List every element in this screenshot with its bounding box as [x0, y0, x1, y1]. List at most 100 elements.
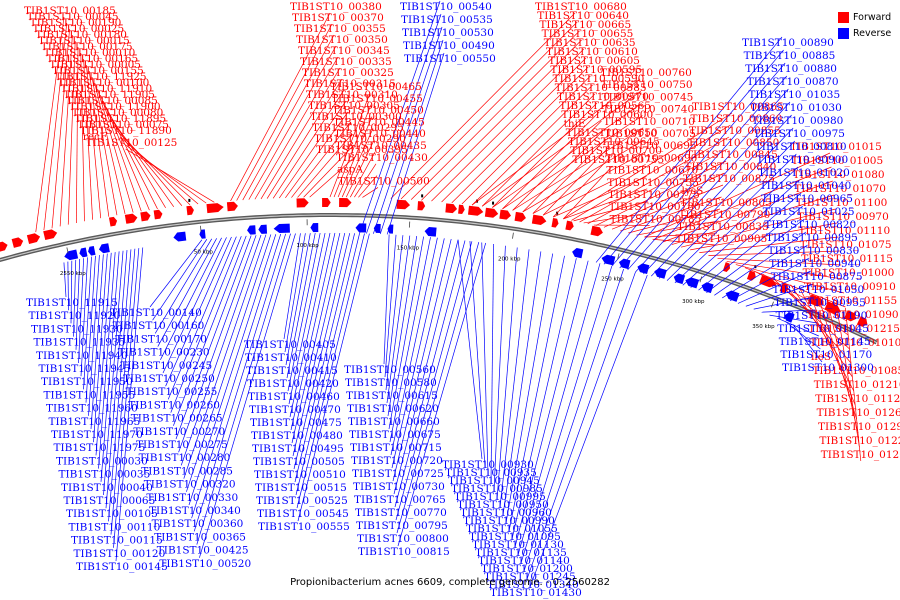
reverse-leader-line — [526, 271, 636, 580]
forward-leader-line — [553, 176, 647, 218]
reverse-gene-label: TIB1ST10_01050 — [772, 284, 864, 296]
forward-leader-line — [345, 140, 375, 198]
reverse-leader-line — [63, 262, 67, 298]
reverse-gene-label: TIB1ST10_00930 — [442, 459, 534, 471]
reverse-gene-arrow — [725, 290, 740, 302]
reverse-leader-line — [643, 114, 792, 275]
forward-gene-label: TIB1ST10_00600 — [561, 109, 653, 121]
forward-gene-label: TIB1ST10_00690 — [606, 152, 698, 164]
reverse-leader-line — [108, 249, 132, 522]
forward-gene-label: TIB1ST10_01155 — [805, 295, 897, 307]
forward-leader-line — [583, 212, 649, 224]
reverse-leader-line — [517, 263, 601, 556]
forward-gene-label: TIB1ST10_00075 — [77, 119, 169, 131]
scale-tick-label: 350 kbp — [752, 324, 775, 330]
reverse-gene-label: TIB1ST10_00260 — [128, 399, 220, 411]
reverse-leader-line — [149, 239, 203, 308]
forward-leader-line — [354, 163, 377, 198]
scale-tick-label: 250 kbp — [601, 277, 624, 283]
reverse-gene-label: TIB1ST10_00815 — [358, 546, 450, 558]
feature-marker — [188, 198, 191, 202]
reverse-leader-line — [287, 232, 321, 392]
forward-gene-label: TIB1ST10_00005 — [49, 59, 141, 71]
reverse-leader-line — [383, 234, 390, 365]
forward-leader-line — [230, 12, 331, 202]
forward-gene-label: TIB1ST10_00010 — [44, 47, 136, 59]
label-leader-lines — [35, 0, 862, 588]
forward-gene-label: TIB1ST10_00805 — [680, 197, 772, 209]
reverse-leader-line — [193, 233, 286, 532]
reverse-leader-line — [95, 252, 112, 456]
reverse-gene-label: TIB1ST10_00885 — [744, 50, 836, 62]
reverse-gene-label: TIB1ST10_00875 — [771, 271, 863, 283]
reverse-leader-line — [714, 231, 807, 296]
forward-gene-label: TIB1ST10_00745 — [602, 91, 694, 103]
forward-leader-line — [611, 184, 724, 230]
forward-leader-line — [91, 76, 118, 216]
reverse-leader-line — [496, 247, 518, 500]
reverse-gene-arrow — [572, 248, 584, 259]
reverse-gene-label: TIB1ST10_00365 — [154, 531, 246, 543]
forward-gene-label: TIB1ST10_11890 — [80, 125, 172, 137]
forward-gene-label: TIB1ST10_01265 — [817, 407, 900, 419]
forward-gene-arrow — [43, 229, 58, 241]
forward-gene-label: TIB1ST10_00125 — [86, 137, 178, 149]
reverse-gene-arrow — [247, 225, 256, 235]
forward-gene-label: TIB1ST10_01220 — [819, 435, 900, 447]
forward-gene-label: TIB1ST10_00700 — [570, 145, 662, 157]
reverse-gene-label: TIB1ST10_00990 — [463, 515, 555, 527]
reverse-gene-label: TIB1ST10_00270 — [133, 426, 225, 438]
reverse-gene-label: TIB1ST10_01340 — [487, 579, 579, 591]
reverse-leader-line — [457, 239, 483, 460]
reverse-gene-label: TIB1ST10_00830 — [768, 245, 860, 257]
reverse-leader-line — [386, 235, 411, 404]
reverse-gene-label: TIB1ST10_00880 — [745, 63, 837, 75]
forward-leader-line — [358, 175, 378, 198]
forward-leader-line — [680, 208, 836, 248]
forward-gene-label: TIB1ST10_00185 — [24, 5, 116, 17]
reverse-gene-label: TIB1ST10_00770 — [355, 507, 447, 519]
forward-gene-arrow — [124, 213, 138, 224]
reverse-leader-line — [386, 52, 445, 235]
reverse-leader-line — [103, 250, 124, 496]
reverse-gene-label: TIB1ST10_11975 — [54, 442, 146, 454]
reverse-gene-label: TIB1ST10_01430 — [490, 587, 582, 599]
scale-tick-mark — [66, 247, 69, 254]
forward-gene-label: TIB1ST10_00300 — [310, 111, 402, 123]
reverse-gene-label: TIB1ST10_00820 — [764, 219, 856, 231]
reverse-gene-label: TIB1ST10_00810 — [755, 141, 847, 153]
forward-leader-line — [333, 104, 372, 198]
forward-leader-line — [248, 45, 337, 200]
forward-leader-line — [125, 148, 215, 203]
reverse-swatch — [838, 27, 849, 39]
forward-gene-label: TIB1ST10_00595 — [550, 64, 642, 76]
forward-gene-label: TIB1ST10_00740 — [602, 104, 694, 116]
reverse-leader-line — [603, 49, 784, 265]
gene-features — [0, 194, 868, 327]
forward-leader-line — [512, 120, 602, 211]
forward-gene-label: TIB1ST10_00855 — [689, 125, 781, 137]
reverse-gene-label: TIB1ST10_00160 — [113, 320, 205, 332]
forward-gene-label: TIB1ST10_00635 — [544, 37, 636, 49]
forward-leader-line — [119, 136, 199, 205]
forward-leader-line — [400, 21, 578, 200]
forward-gene-label: TIB1ST10_00680 — [535, 1, 627, 13]
reverse-leader-line — [627, 88, 789, 271]
forward-gene-arrow — [322, 198, 331, 208]
reverse-gene-label: TIB1ST10_01040 — [760, 180, 852, 192]
reverse-gene-label: TIB1ST10_00405 — [244, 339, 336, 351]
reverse-leader-line — [650, 127, 794, 277]
forward-leader-line — [421, 39, 582, 201]
forward-gene-label: TIB1ST10_11910 — [60, 83, 152, 95]
reverse-gene-label: TIB1ST10_01200 — [481, 563, 573, 575]
reverse-gene-label: TIB1ST10_00975 — [753, 128, 845, 140]
forward-leader-line — [620, 196, 722, 232]
forward-gene-label: TIB1ST10_00445 — [333, 116, 425, 128]
reverse-gene-label: TIB1ST10_00580 — [345, 377, 437, 389]
reverse-gene-label: TIB1ST10_00935 — [445, 467, 537, 479]
forward-gene-label: TIB1ST10_01080 — [793, 169, 885, 181]
reverse-leader-line — [674, 166, 799, 284]
reverse-gene-label: TIB1ST10_11940 — [36, 350, 128, 362]
forward-gene-arrow — [722, 262, 731, 272]
forward-leader-line — [542, 147, 609, 216]
